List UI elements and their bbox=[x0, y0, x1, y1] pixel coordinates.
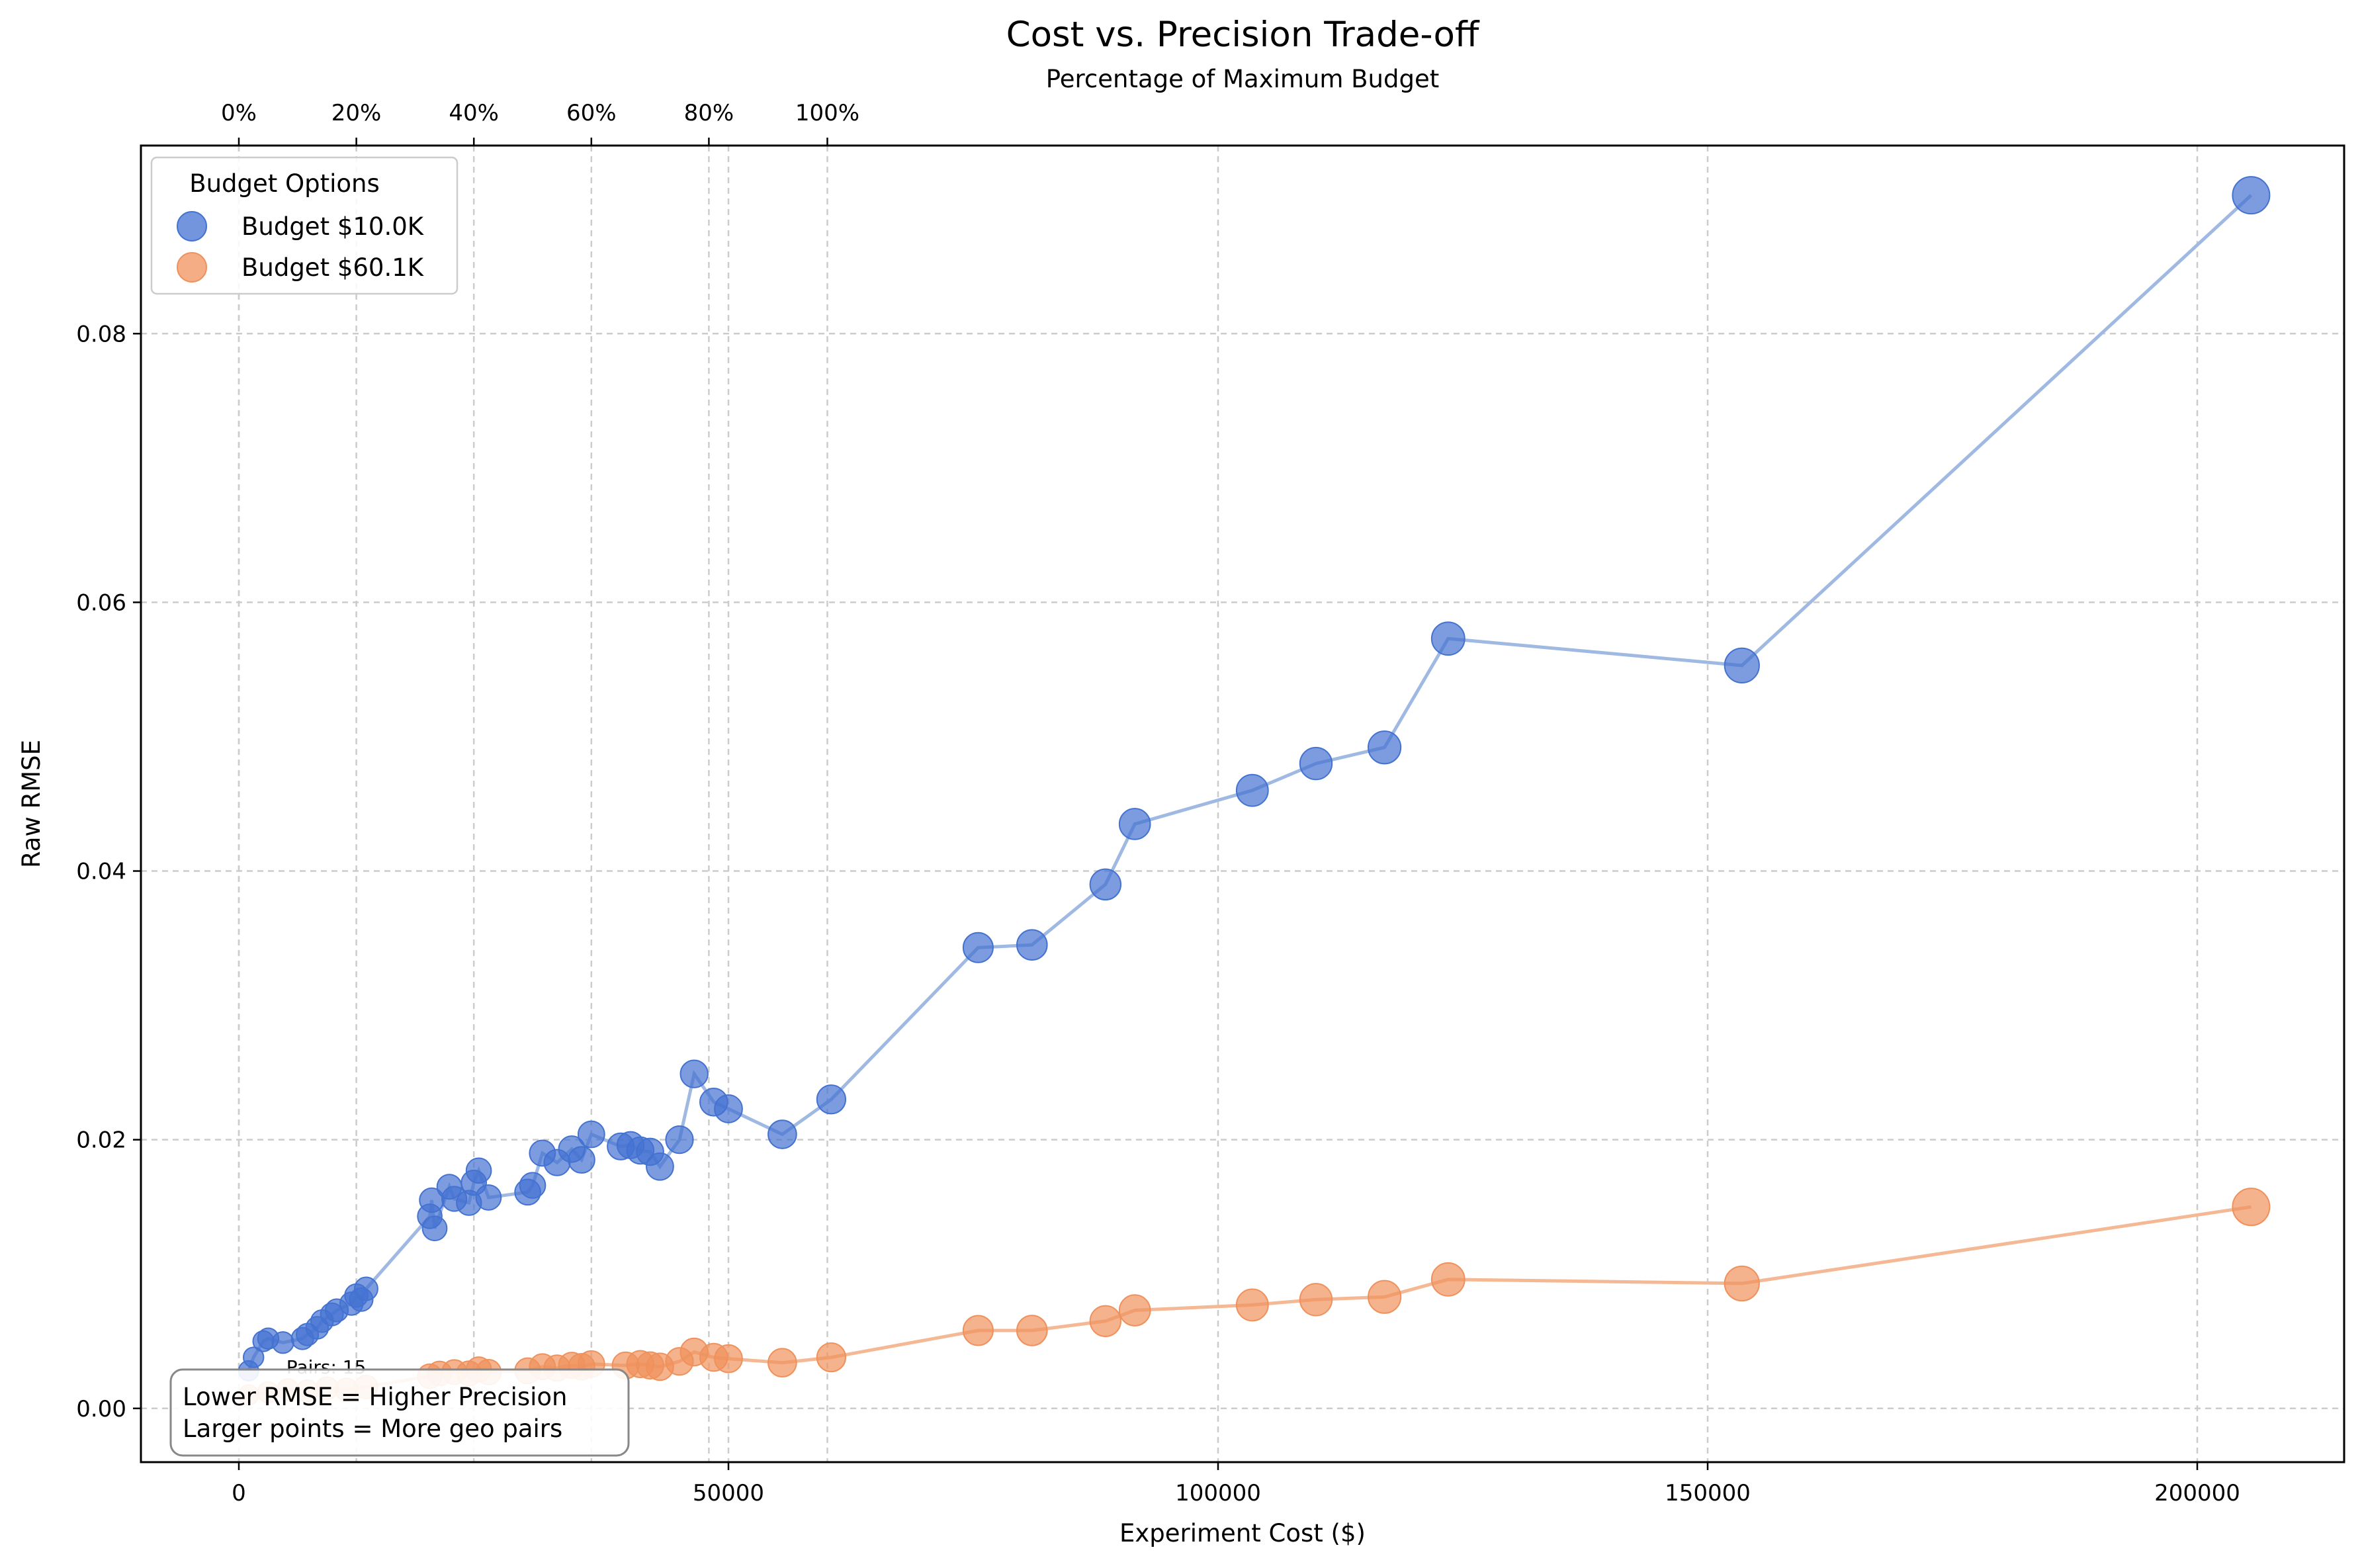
data-point bbox=[1089, 868, 1122, 901]
grid-layer bbox=[141, 146, 2344, 1462]
data-point bbox=[962, 932, 994, 963]
data-point bbox=[421, 1215, 448, 1242]
annotation-background bbox=[169, 1368, 630, 1457]
legend-marker-budget-10k bbox=[177, 211, 207, 241]
data-point bbox=[1235, 773, 1269, 807]
data-point bbox=[1299, 746, 1333, 781]
annotation-line-1: Lower RMSE = Higher Precision bbox=[183, 1383, 568, 1411]
legend-label-budget-10k: Budget $10.0K bbox=[241, 212, 425, 241]
top-tick-label: 100% bbox=[795, 100, 859, 126]
data-point bbox=[816, 1342, 847, 1373]
chart-title: Cost vs. Precision Trade-off bbox=[1006, 15, 1480, 55]
x-tick-label: 150000 bbox=[1665, 1480, 1751, 1506]
data-point bbox=[714, 1344, 743, 1373]
data-point bbox=[1235, 1288, 1269, 1322]
top-tick-label: 20% bbox=[331, 100, 382, 126]
data-point bbox=[1724, 1265, 1760, 1302]
data-point bbox=[665, 1125, 694, 1154]
top-tick-label: 40% bbox=[449, 100, 499, 126]
x-tick-label: 100000 bbox=[1175, 1480, 1261, 1506]
data-point bbox=[1368, 1280, 1402, 1314]
x-tick-label: 0 bbox=[232, 1480, 246, 1506]
data-point bbox=[353, 1276, 378, 1301]
y-tick-label: 0.04 bbox=[76, 859, 126, 885]
data-point bbox=[1118, 1294, 1151, 1327]
y-tick-label: 0.06 bbox=[76, 589, 126, 616]
top-tick-label: 60% bbox=[566, 100, 617, 126]
data-point bbox=[1016, 929, 1048, 961]
y-tick-label: 0.00 bbox=[76, 1396, 126, 1422]
annotation-box: Lower RMSE = Higher Precision Larger poi… bbox=[169, 1368, 630, 1457]
legend: Budget Options Budget $10.0K Budget $60.… bbox=[150, 156, 459, 295]
data-point bbox=[714, 1094, 743, 1123]
data-point bbox=[2232, 1188, 2271, 1227]
data-point bbox=[679, 1059, 709, 1088]
x-axis-label: Experiment Cost ($) bbox=[1119, 1519, 1366, 1547]
data-point bbox=[243, 1346, 265, 1368]
x-tick-label: 200000 bbox=[2154, 1480, 2240, 1506]
data-point bbox=[962, 1315, 994, 1346]
annotation-line-2: Larger points = More geo pairs bbox=[183, 1415, 562, 1443]
data-point bbox=[1430, 1262, 1465, 1297]
axes-layer: 0 50000 100000 150000 200000 0% 20% 40% 60% 80% 10… bbox=[76, 100, 2240, 1506]
data-point bbox=[475, 1184, 502, 1211]
data-point bbox=[568, 1146, 595, 1174]
data-point bbox=[271, 1331, 294, 1354]
legend-title: Budget Options bbox=[189, 169, 380, 198]
data-point bbox=[1118, 808, 1151, 840]
top-tick-label: 0% bbox=[221, 100, 257, 126]
data-point bbox=[577, 1120, 605, 1149]
y-axis-label: Raw RMSE bbox=[17, 740, 46, 868]
legend-marker-budget-60k bbox=[177, 252, 207, 283]
data-point bbox=[767, 1348, 797, 1378]
y-tick-label: 0.08 bbox=[76, 321, 126, 347]
data-point bbox=[1089, 1305, 1122, 1337]
data-point bbox=[2232, 176, 2271, 215]
x-tick-label: 50000 bbox=[693, 1480, 764, 1506]
data-point bbox=[646, 1152, 674, 1181]
data-point bbox=[519, 1172, 547, 1199]
y-tick-label: 0.02 bbox=[76, 1127, 126, 1154]
data-point bbox=[465, 1157, 492, 1184]
legend-box bbox=[150, 156, 459, 295]
data-point bbox=[1430, 621, 1465, 656]
top-tick-label: 80% bbox=[684, 100, 734, 126]
data-point bbox=[816, 1084, 847, 1115]
legend-label-budget-60k: Budget $60.1K bbox=[241, 253, 425, 282]
data-point bbox=[1299, 1283, 1333, 1317]
data-point bbox=[1016, 1315, 1048, 1346]
plot-frame bbox=[140, 144, 2345, 1463]
secondary-axis-label: Percentage of Maximum Budget bbox=[1046, 65, 1439, 93]
data-point bbox=[767, 1119, 797, 1149]
data-point bbox=[1368, 730, 1402, 765]
data-point bbox=[1724, 647, 1760, 683]
